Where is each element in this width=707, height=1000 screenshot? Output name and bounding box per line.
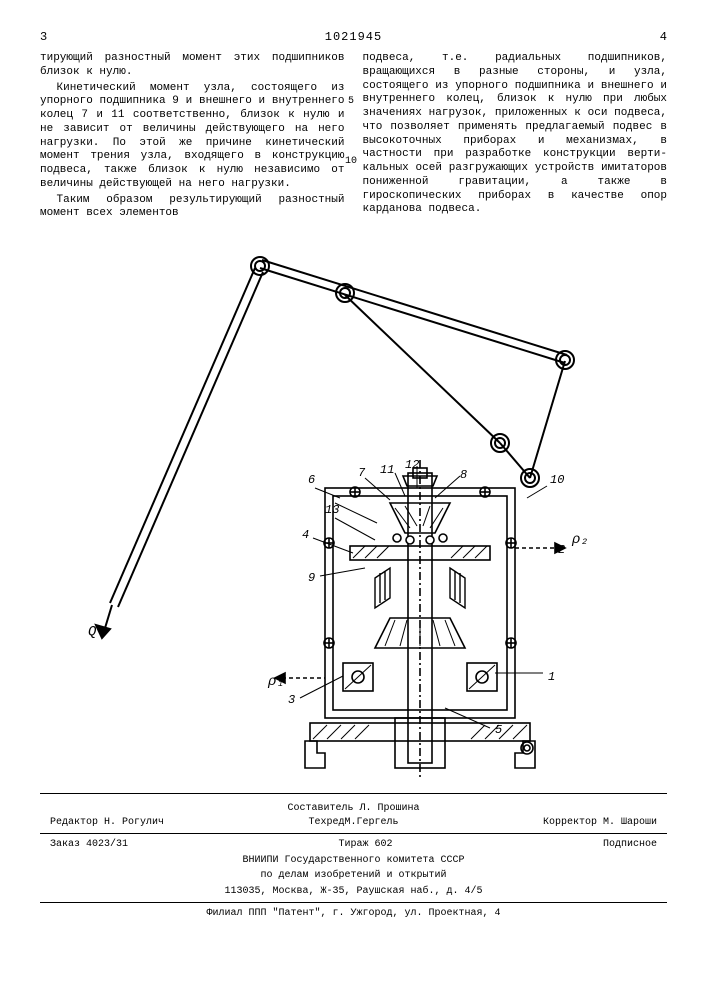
paragraph: подвеса, т.е. радиальных подшипни­ков, в… <box>363 52 668 217</box>
line-marker-10: 10 <box>345 156 357 167</box>
paragraph: Кинетический момент узла, состо­ящего из… <box>40 82 345 192</box>
line-marker-5: 5 <box>348 96 354 107</box>
footer-corrector: Корректор М. Шароши <box>543 816 657 830</box>
callout-2: 2 <box>558 543 565 557</box>
footer-compiler: Составитель Л. Прошина <box>40 802 667 816</box>
callout-7: 7 <box>358 466 366 480</box>
page-number-right: 4 <box>647 30 667 44</box>
footer-branch: Филиал ППП "Патент", г. Ужгород, ул. Про… <box>40 907 667 921</box>
callout-5: 5 <box>495 723 502 737</box>
callout-3: 3 <box>288 693 295 707</box>
callout-4: 4 <box>302 528 309 542</box>
callout-10: 10 <box>550 473 564 487</box>
callout-1: 1 <box>548 670 555 684</box>
footer-editor: Редактор Н. Рогулич <box>50 816 164 830</box>
footer-tirage: Тираж 602 <box>338 838 392 852</box>
footer-order: Заказ 4023/31 <box>50 838 128 852</box>
page: 3 1021945 4 тирующий разностный момент э… <box>0 0 707 1000</box>
footer-tech: ТехредМ.Гергель <box>308 816 398 830</box>
callout-9: 9 <box>308 571 315 585</box>
header-row: 3 1021945 4 <box>40 30 667 44</box>
paragraph: Таким образом результирующий разностный … <box>40 194 345 222</box>
footer: Составитель Л. Прошина Редактор Н. Рогул… <box>40 793 667 921</box>
label-p2: ρ₂ <box>571 532 589 548</box>
label-p1: ρ₁ <box>267 674 285 690</box>
right-column: подвеса, т.е. радиальных подшипни­ков, в… <box>363 52 668 223</box>
callout-6: 6 <box>308 473 315 487</box>
paragraph: тирующий разностный момент этих под­шипн… <box>40 52 345 80</box>
left-column: тирующий разностный момент этих под­шипн… <box>40 52 345 223</box>
callout-13: 13 <box>325 503 339 517</box>
footer-sub: Подписное <box>603 838 657 852</box>
document-number: 1021945 <box>60 30 647 44</box>
callout-12: 12 <box>405 458 419 472</box>
technical-figure: Q <box>40 233 667 793</box>
callout-8: 8 <box>460 468 467 482</box>
figure-svg: Q <box>40 233 660 793</box>
footer-divider <box>40 902 667 903</box>
text-columns: тирующий разностный момент этих под­шипн… <box>40 52 667 223</box>
label-q: Q <box>88 624 97 640</box>
footer-org2: по делам изобретений и открытий <box>40 869 667 883</box>
footer-addr1: 113035, Москва, Ж-35, Раушская наб., д. … <box>40 885 667 899</box>
callout-11: 11 <box>380 463 394 477</box>
page-number-left: 3 <box>40 30 60 44</box>
footer-org1: ВНИИПИ Государственного комитета СССР <box>40 854 667 868</box>
